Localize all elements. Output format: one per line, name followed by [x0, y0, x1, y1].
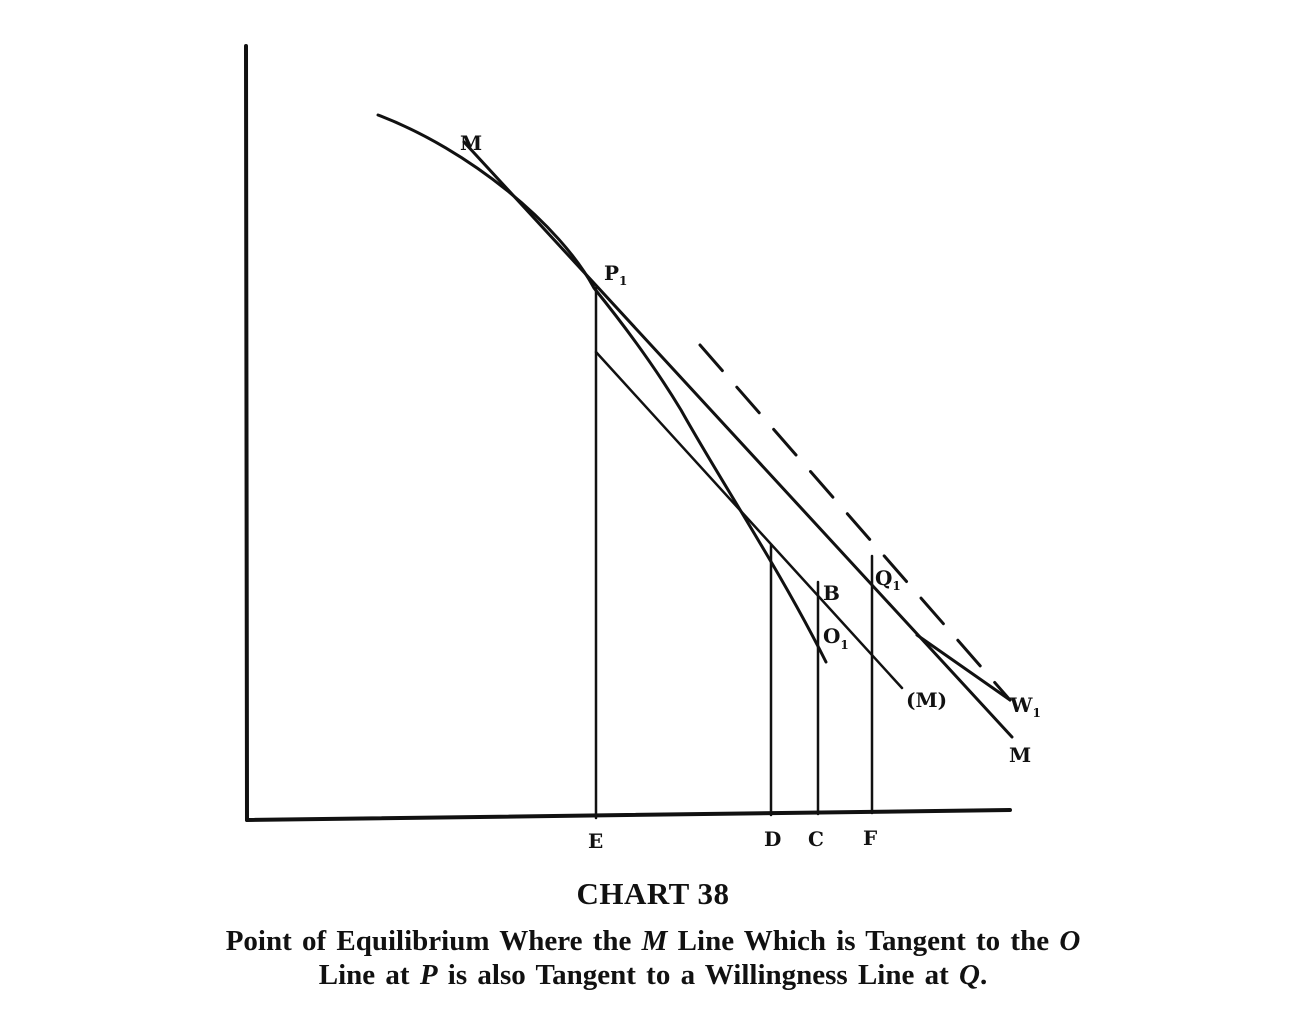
- label-d: D: [764, 827, 781, 851]
- caption-text: .: [979, 959, 988, 991]
- label-m-paren: (M): [906, 688, 947, 712]
- caption-text: Point of Equilibrium Where the: [225, 925, 642, 957]
- label-f: F: [863, 826, 877, 850]
- label-p1: P1: [604, 261, 627, 288]
- m-parallel-line: [594, 350, 904, 690]
- caption-var-p: P: [419, 959, 438, 991]
- label-w1: W1: [1009, 693, 1041, 720]
- caption-var-m: M: [641, 925, 668, 957]
- y-axis: [244, 44, 249, 822]
- label-m-top: M: [460, 131, 482, 155]
- label-m-bottom: M: [1009, 743, 1031, 767]
- label-e: E: [588, 829, 603, 853]
- caption-text: is also Tangent to a Willingness Line at: [437, 959, 960, 991]
- caption-var-o: O: [1059, 925, 1081, 957]
- caption-text: Line Which is Tangent to the: [667, 925, 1060, 957]
- o-line-curve: [376, 113, 828, 664]
- caption-text: Line at: [318, 959, 420, 991]
- label-b: B: [823, 581, 840, 605]
- caption-line-2: Line at P is also Tangent to a Willingne…: [0, 958, 1306, 992]
- willingness-line-tail: [915, 633, 1012, 702]
- willingness-line-dashed: [698, 343, 1012, 702]
- m-tangent-line: [462, 140, 1014, 739]
- chart-number: CHART 38: [576, 876, 730, 911]
- x-axis: [245, 808, 1012, 822]
- caption-var-q: Q: [959, 959, 980, 991]
- caption-line-1: Point of Equilibrium Where the M Line Wh…: [0, 924, 1306, 958]
- label-q1: Q1: [875, 566, 901, 593]
- label-o1: O1: [823, 624, 849, 652]
- label-c: C: [808, 827, 824, 851]
